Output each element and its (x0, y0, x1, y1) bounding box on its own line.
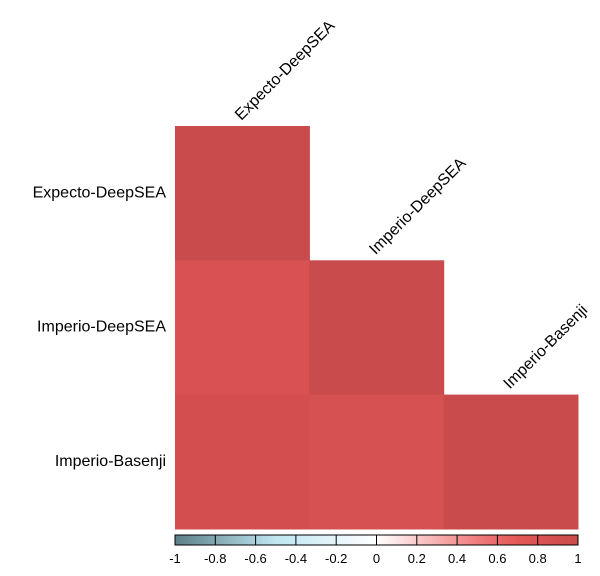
heatmap-cell-r2-c2 (443, 394, 579, 530)
colorbar-tick-label: 0.8 (529, 551, 547, 566)
row-label: Expecto-DeepSEA (33, 184, 167, 201)
row-label: Imperio-DeepSEA (37, 319, 166, 336)
colorbar-tick-label: -1 (169, 551, 181, 566)
colorbar-tick-label: 1 (574, 551, 581, 566)
colorbar-tick-label: 0.2 (408, 551, 426, 566)
colorbar-tick-label: 0.4 (448, 551, 466, 566)
heatmap-cells (175, 126, 579, 530)
column-label: Expecto-DeepSEA (232, 17, 339, 124)
colorbar-tick-label: -0.6 (244, 551, 266, 566)
row-label: Imperio-Basenji (55, 453, 166, 470)
colorbar-tick-label: -0.8 (204, 551, 226, 566)
colorbar-tick-label: -0.4 (285, 551, 307, 566)
colorbar-tick-label: 0.6 (488, 551, 506, 566)
column-label: Imperio-DeepSEA (366, 155, 469, 258)
column-label: Imperio-Basenji (501, 302, 592, 393)
row-labels: Expecto-DeepSEA Imperio-DeepSEA Imperio-Ba… (33, 184, 167, 470)
heatmap-cell-r0-c0 (175, 126, 310, 261)
heatmap-cell-r2-c0 (175, 394, 310, 530)
colorbar-tick-label: -0.2 (325, 551, 347, 566)
heatmap-cell-r2-c1 (309, 394, 445, 530)
heatmap-cell-r1-c0 (175, 260, 310, 396)
heatmap-cell-r1-c1 (309, 260, 445, 396)
colorbar-tick-label: 0 (373, 551, 380, 566)
colorbar: -1 -0.8 -0.6 -0.4 -0.2 0 0.2 0.4 0.6 0.8 1 (169, 534, 582, 566)
